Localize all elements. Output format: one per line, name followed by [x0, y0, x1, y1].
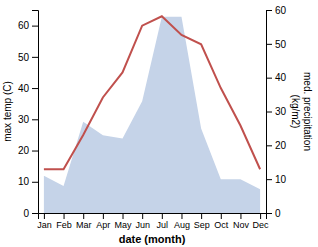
tick: May [115, 213, 133, 230]
tick: Oct [214, 213, 229, 230]
tick-mark [32, 182, 38, 183]
tick-label: 60 [275, 5, 287, 16]
tick-mark [103, 213, 104, 219]
tick: 10 [18, 176, 38, 187]
tick: Nov [233, 213, 250, 230]
axis-line [267, 11, 273, 214]
tick-mark [32, 88, 38, 89]
x-axis-title: date (month) [119, 233, 186, 245]
tick: 40 [266, 72, 287, 83]
title-line: (kg/m2) [290, 95, 301, 129]
y-axis-title: max temp (C) [2, 81, 13, 142]
tick-label: 0 [23, 208, 29, 219]
tick-mark [266, 112, 272, 113]
tick: Jun [135, 213, 150, 230]
tick: 30 [266, 106, 287, 117]
tick: 0 [266, 208, 281, 219]
tick: 0 [23, 208, 38, 219]
tick-mark [260, 213, 261, 219]
tick-mark [181, 213, 182, 219]
tick-label: 40 [18, 83, 30, 94]
tick-label: Oct [214, 220, 229, 230]
tick: 20 [18, 145, 38, 156]
tick-label: 30 [18, 114, 30, 125]
tick: 10 [266, 174, 287, 185]
tick-label: Jul [157, 220, 169, 230]
tick: Mar [76, 213, 92, 230]
tick-label: 10 [18, 176, 30, 187]
axis: 0 10 20 30 40 50 60 [266, 5, 287, 219]
area [44, 17, 260, 213]
tick-label: Apr [96, 220, 110, 230]
tick: Aug [174, 213, 190, 230]
tick-label: Mar [76, 220, 92, 230]
tick: Dec [253, 213, 270, 230]
tick-label: 60 [18, 20, 30, 31]
tick-label: 40 [275, 72, 287, 83]
tick: Apr [96, 213, 110, 230]
tick-mark [201, 213, 202, 219]
tick-mark [64, 213, 65, 219]
axis-line [39, 214, 267, 220]
tick-label: Aug [174, 220, 190, 230]
tick-mark [32, 26, 38, 27]
title-line: med. precipitation [302, 72, 313, 151]
tick-mark [266, 213, 272, 214]
tick-label: 10 [275, 174, 287, 185]
axis: Jan Feb Mar Apr MayJun Jul Aug Sep Oct NovDec [37, 213, 269, 230]
tick-label: 50 [275, 39, 287, 50]
tick: 20 [266, 140, 287, 151]
tick-label: Jan [37, 220, 52, 230]
tick: 40 [18, 83, 38, 94]
tick-label: 50 [18, 52, 30, 63]
axis: 0 10 20 30 40 50 60 [18, 11, 39, 219]
tick-mark [83, 213, 84, 219]
tick-mark [142, 213, 143, 219]
tick-mark [240, 213, 241, 219]
tick-mark [162, 213, 163, 219]
tick-mark [266, 145, 272, 146]
tick-mark [266, 10, 272, 11]
tick-label: Jun [135, 220, 150, 230]
tick-mark [266, 78, 272, 79]
tick: 50 [266, 39, 287, 50]
axis-line [32, 11, 39, 214]
plot-area [44, 16, 260, 213]
tick-label: Dec [253, 220, 270, 230]
tick: Sep [194, 213, 210, 230]
tick-mark [44, 213, 45, 219]
tick: 60 [18, 20, 38, 31]
tick-label: 20 [275, 140, 287, 151]
tick-label: Nov [233, 220, 250, 230]
tick: Feb [56, 213, 72, 230]
tick: Jul [157, 213, 169, 230]
tick-mark [266, 179, 272, 180]
tick: 30 [18, 114, 38, 125]
tick-mark [221, 213, 222, 219]
tick-label: Sep [194, 220, 210, 230]
tick-mark [32, 119, 38, 120]
y2-axis-title: med. precipitation(kg/m2) [290, 72, 313, 151]
tick-label: May [115, 220, 133, 230]
tick-label: 30 [275, 106, 287, 117]
tick-label: 20 [18, 145, 30, 156]
tick-mark [32, 57, 38, 58]
tick-mark [123, 213, 124, 219]
tick: 60 [266, 5, 287, 16]
tick-mark [32, 213, 38, 214]
tick: Jan [37, 213, 52, 230]
tick-label: 0 [275, 208, 281, 219]
tick-label: Feb [56, 220, 72, 230]
line [44, 16, 260, 169]
tick-mark [266, 44, 272, 45]
tick: 50 [18, 52, 38, 63]
tick-mark [32, 151, 38, 152]
chart: Jan Feb Mar Apr MayJun Jul Aug Sep Oct NovDec 0 10 2… [0, 0, 318, 247]
